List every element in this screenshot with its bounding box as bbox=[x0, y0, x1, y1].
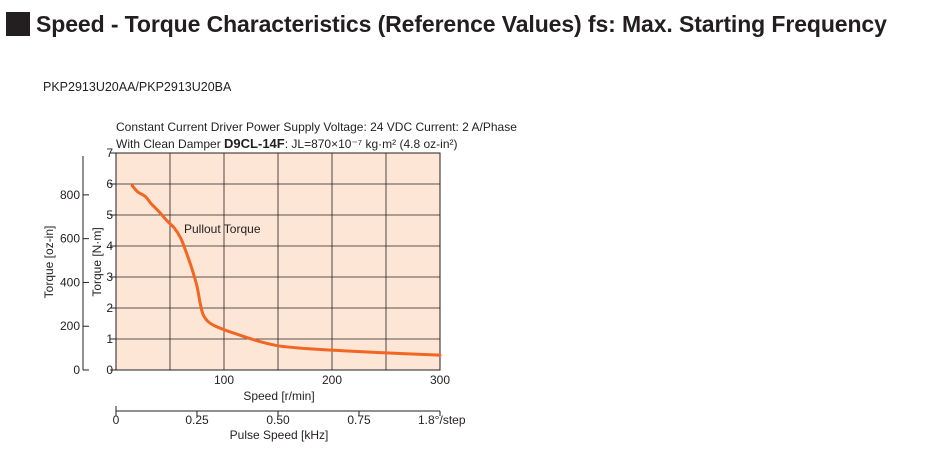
condition-prefix: With Clean Damper bbox=[116, 137, 224, 151]
series-label-pullout-torque: Pullout Torque bbox=[184, 222, 261, 236]
oz-in-tick-label: 0 bbox=[73, 363, 80, 377]
y-left-axis-label: Torque [oz-in] bbox=[42, 226, 56, 299]
nm-tick-label: 0 bbox=[106, 363, 113, 377]
condition-suffix: : JL=870×10⁻⁷ kg·m² (4.8 oz-in²) bbox=[285, 137, 458, 151]
speed-tick-label: 100 bbox=[214, 373, 234, 387]
pulse-speed-tick-label: 0 bbox=[113, 413, 120, 427]
speed-axis: 100 200 300 bbox=[214, 373, 450, 387]
nm-axis: 0 1 2 3 4 5 6 7 bbox=[106, 146, 117, 377]
nm-tick-label: 6 bbox=[106, 177, 113, 191]
nm-tick-label: 1 bbox=[106, 332, 113, 346]
x2-axis-label: Pulse Speed [kHz] bbox=[230, 428, 329, 442]
pulse-speed-tick-label: 1.8°/step bbox=[418, 413, 466, 427]
oz-in-tick-label: 600 bbox=[60, 232, 80, 246]
condition-line-2: With Clean Damper D9CL-14F: JL=870×10⁻⁷ … bbox=[116, 136, 457, 151]
nm-tick-label: 2 bbox=[106, 301, 113, 315]
pulse-speed-tick-label: 0.25 bbox=[185, 413, 209, 427]
nm-tick-label: 4 bbox=[106, 239, 113, 253]
nm-tick-label: 7 bbox=[106, 146, 113, 160]
x-axis-label: Speed [r/min] bbox=[243, 389, 314, 403]
page-title: Speed - Torque Characteristics (Referenc… bbox=[36, 10, 887, 37]
page-header: Speed - Torque Characteristics (Referenc… bbox=[6, 9, 887, 39]
oz-in-tick-label: 400 bbox=[60, 275, 80, 289]
damper-model: D9CL-14F bbox=[224, 136, 285, 151]
oz-in-tick-label: 800 bbox=[60, 188, 80, 202]
pullout-torque-curve bbox=[130, 184, 442, 357]
nm-tick-label: 5 bbox=[106, 208, 113, 222]
speed-tick-label: 300 bbox=[430, 373, 450, 387]
pulse-speed-tick-label: 0.75 bbox=[347, 413, 371, 427]
y-right-axis-label: Torque [N·m] bbox=[90, 227, 104, 296]
model-number: PKP2913U20AA/PKP2913U20BA bbox=[43, 80, 232, 94]
speed-tick-label: 200 bbox=[322, 373, 342, 387]
oz-in-tick-label: 200 bbox=[60, 319, 80, 333]
grid-lines bbox=[116, 153, 440, 370]
nm-tick-label: 3 bbox=[106, 270, 113, 284]
oz-in-axis: 0 200 400 600 800 bbox=[60, 156, 89, 377]
pulse-speed-axis: 0 0.25 0.50 0.75 1.8°/step bbox=[113, 406, 466, 427]
header-square-icon bbox=[6, 12, 30, 36]
pulse-speed-tick-label: 0.50 bbox=[266, 413, 290, 427]
condition-line-1: Constant Current Driver Power Supply Vol… bbox=[116, 120, 517, 134]
